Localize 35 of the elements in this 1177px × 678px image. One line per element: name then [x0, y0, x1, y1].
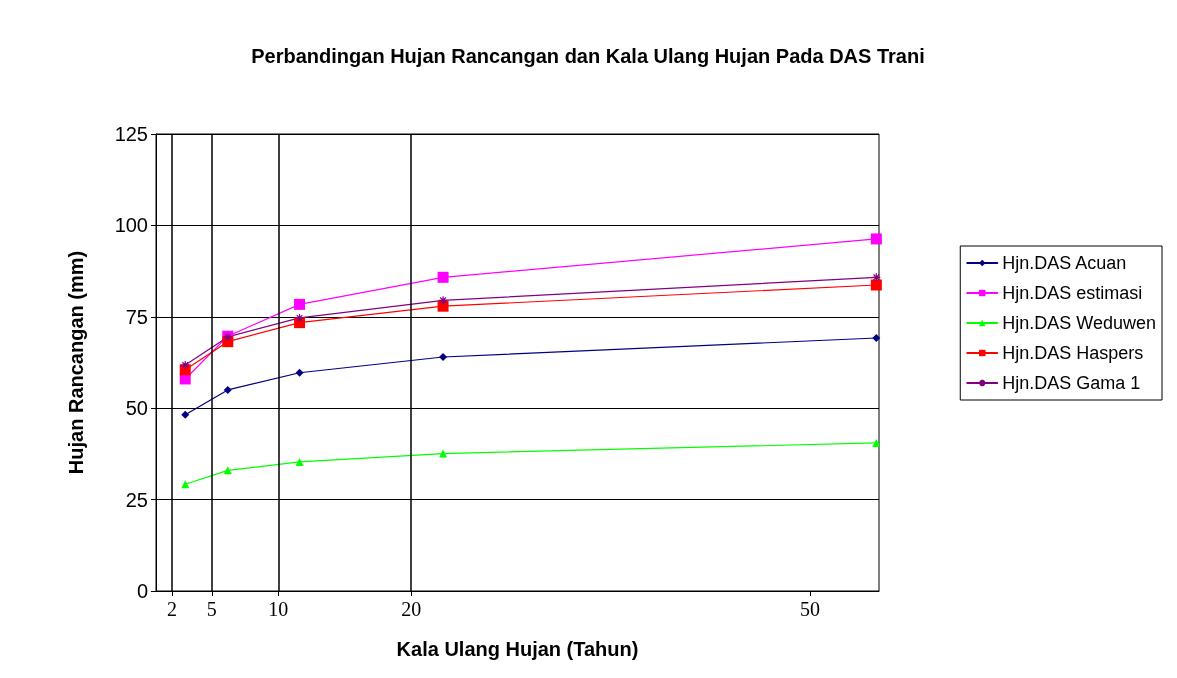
- chart-title: Perbandingan Hujan Rancangan dan Kala Ulang Hujan Pada DAS Trani: [251, 45, 925, 67]
- point: [295, 457, 304, 466]
- point: [437, 271, 449, 283]
- x-tick-label: 2: [166, 598, 177, 620]
- point: [181, 410, 190, 419]
- legend-label: Hjn.DAS Acuan: [1002, 253, 1127, 273]
- y-tick-label: 50: [125, 397, 148, 420]
- x-tick-label: 5: [206, 598, 217, 620]
- legend-label: Hjn.DAS Gama 1: [1002, 373, 1141, 393]
- y-tick-label: 100: [114, 214, 148, 237]
- point: [870, 233, 882, 245]
- point: [871, 272, 881, 282]
- y-tick-label: 75: [125, 305, 148, 328]
- point: [294, 298, 306, 310]
- point: [870, 279, 882, 291]
- legend-label: Hjn.DAS Haspers: [1002, 343, 1144, 363]
- y-tick-label: 0: [136, 580, 148, 602]
- point: [872, 334, 881, 342]
- x-tick-label: 50: [799, 598, 820, 620]
- legend-label: Hjn.DAS estimasi: [1002, 283, 1143, 303]
- point: [438, 295, 448, 305]
- y-tick-label: 125: [114, 123, 148, 145]
- point: [294, 313, 305, 323]
- point: [223, 385, 232, 394]
- x-axis-title: Kala Ulang Hujan (Tahun): [396, 638, 639, 660]
- point: [872, 438, 881, 447]
- point: [439, 353, 448, 362]
- legend-label: Hjn.DAS Weduwen: [1002, 313, 1157, 333]
- y-tick-label: 25: [125, 488, 148, 511]
- point: [295, 368, 304, 377]
- x-tick-label: 20: [401, 598, 422, 620]
- x-tick-label: 10: [268, 598, 289, 620]
- point: [439, 449, 448, 458]
- y-axis-title: Hujan Rancangan (mm): [65, 250, 87, 475]
- point: [180, 360, 190, 370]
